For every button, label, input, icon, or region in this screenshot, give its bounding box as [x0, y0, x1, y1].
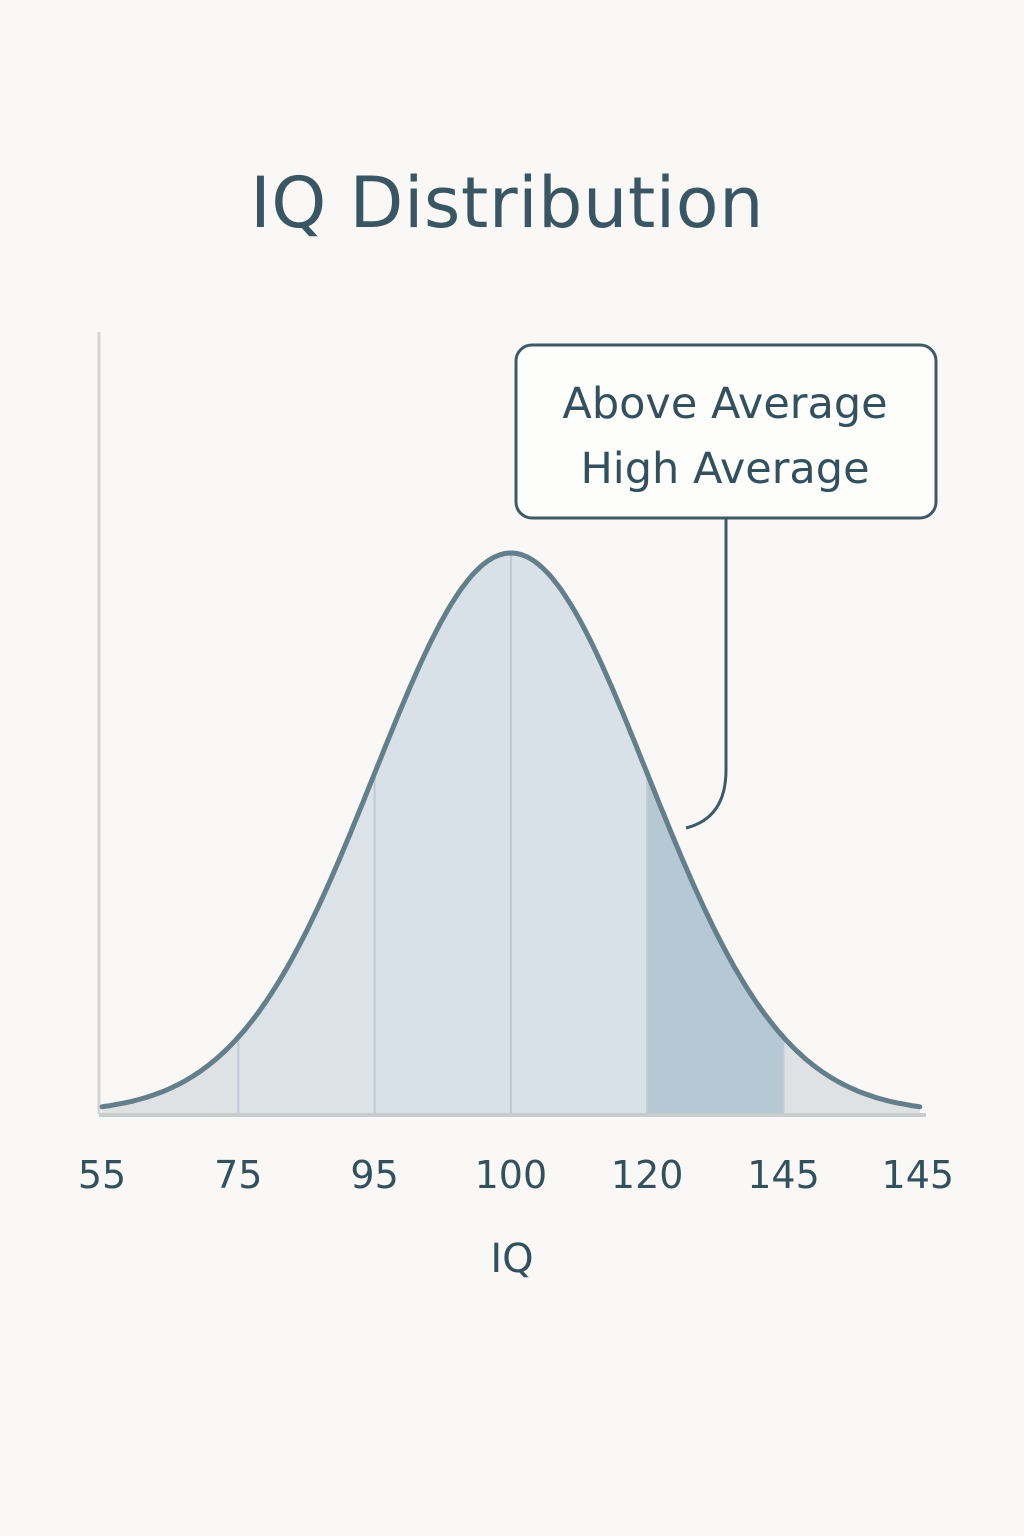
x-axis-label: IQ — [490, 1236, 533, 1282]
annotation-line-2: High Average — [580, 444, 869, 494]
region-0 — [102, 1037, 239, 1113]
distribution-curve — [99, 550, 923, 1110]
x-tick-label: 120 — [611, 1153, 684, 1197]
annotation-box — [514, 343, 938, 520]
region-2 — [374, 553, 511, 1113]
x-tick-label: 145 — [747, 1153, 820, 1197]
region-3 — [510, 553, 648, 1113]
chart-title: IQ Distribution — [250, 162, 764, 244]
x-tick-label: 145 — [882, 1153, 955, 1197]
region-5 — [783, 1037, 920, 1113]
annotation-leader-line — [685, 518, 728, 830]
x-tick-label: 55 — [78, 1153, 126, 1197]
x-tick-label: 95 — [350, 1153, 398, 1197]
x-tick-label: 100 — [475, 1153, 548, 1197]
x-tick-label: 75 — [214, 1153, 262, 1197]
annotation-line-1: Above Average — [562, 379, 887, 429]
